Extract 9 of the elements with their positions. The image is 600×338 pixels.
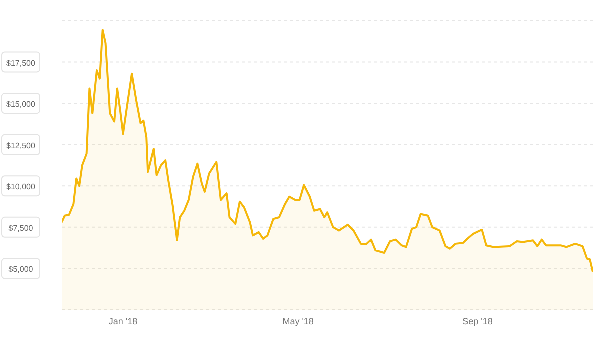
x-tick-label: May '18 — [282, 316, 314, 326]
y-tick-label: $17,500 — [6, 58, 36, 68]
x-tick-label: Sep '18 — [462, 316, 493, 326]
x-tick-label: Jan '18 — [108, 316, 138, 326]
y-tick-label: $7,500 — [8, 224, 34, 233]
y-tick-label: $10,000 — [6, 182, 36, 192]
y-tick-label: $15,000 — [6, 100, 36, 110]
y-tick-label: $12,500 — [6, 141, 36, 150]
y-tick-label: $5,000 — [8, 265, 34, 274]
